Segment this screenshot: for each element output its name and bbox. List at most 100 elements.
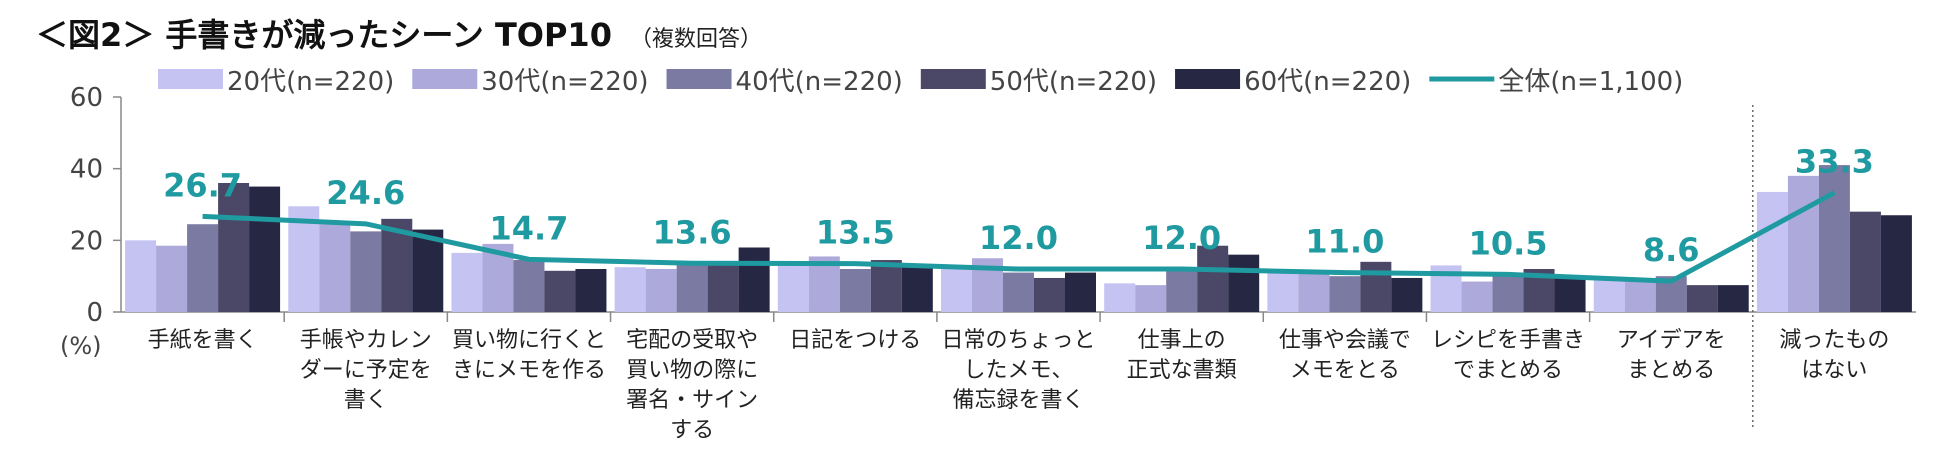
bar xyxy=(1034,277,1065,312)
bar xyxy=(319,224,351,312)
bar xyxy=(1787,175,1819,312)
bar xyxy=(1880,215,1912,312)
bar xyxy=(1197,245,1229,312)
category-label: する xyxy=(670,418,714,443)
bar xyxy=(1624,281,1656,312)
bar xyxy=(1104,283,1136,312)
bar xyxy=(614,267,646,312)
data-label: 8.6 xyxy=(1643,231,1700,269)
data-label: 12.0 xyxy=(979,219,1058,257)
category-label: 手帳やカレン xyxy=(300,328,432,353)
bar xyxy=(1166,270,1198,312)
y-tick-label: 0 xyxy=(86,298,103,328)
bar xyxy=(1360,261,1392,312)
legend-swatch xyxy=(158,69,223,89)
total-line xyxy=(202,190,1836,284)
legend-label: 40代(n=220) xyxy=(736,67,903,97)
bar xyxy=(1267,270,1299,312)
bar xyxy=(1298,272,1330,312)
unit-label: (%) xyxy=(60,332,102,360)
legend-label: 50代(n=220) xyxy=(990,67,1157,97)
data-label: 14.7 xyxy=(489,209,568,247)
category-label: 正式な書類 xyxy=(1127,358,1237,383)
bar xyxy=(575,269,607,312)
category-label: まとめる xyxy=(1627,358,1715,383)
category-label: 日記をつける xyxy=(789,328,921,353)
bar xyxy=(156,245,188,312)
category-label: はない xyxy=(1801,358,1867,383)
data-label: 13.5 xyxy=(816,214,895,252)
bar xyxy=(1391,277,1423,312)
y-tick-label: 40 xyxy=(70,155,103,185)
bar xyxy=(451,252,483,312)
bar xyxy=(1686,285,1718,312)
bar xyxy=(249,186,281,312)
bar xyxy=(1756,191,1788,312)
legend-swatch xyxy=(666,69,732,89)
category-label: 宅配の受取や xyxy=(626,328,758,353)
data-label: 24.6 xyxy=(326,174,405,212)
bar xyxy=(1065,272,1096,312)
category-label: きにメモを作る xyxy=(452,358,606,383)
data-label: 26.7 xyxy=(163,166,242,204)
data-label: 13.6 xyxy=(653,213,732,251)
legend-label-total: 全体(n=1,100) xyxy=(1498,67,1683,97)
bar xyxy=(707,261,739,312)
bar xyxy=(839,269,871,312)
bar xyxy=(901,265,933,312)
legend-label: 60代(n=220) xyxy=(1244,67,1411,97)
data-label: 33.3 xyxy=(1795,143,1874,181)
bar xyxy=(350,231,382,312)
bar xyxy=(218,183,250,312)
category-label: 減ったもの xyxy=(1779,328,1889,353)
bar xyxy=(1818,165,1850,312)
category-label: 買い物の際に xyxy=(626,358,758,383)
category-label: アイデアを xyxy=(1617,328,1726,353)
bar xyxy=(676,263,708,312)
category-label: 仕事上の xyxy=(1138,328,1226,353)
category-label: したメモ、 xyxy=(963,358,1073,383)
bar xyxy=(1492,274,1524,312)
category-label: レシピを手書き xyxy=(1431,328,1585,353)
bar xyxy=(1135,285,1167,312)
bar xyxy=(1329,276,1361,312)
legend-label: 30代(n=220) xyxy=(481,67,648,97)
bar xyxy=(1717,285,1749,312)
data-label: 10.5 xyxy=(1469,224,1548,262)
category-label: 仕事や会議で xyxy=(1279,328,1411,353)
chart-subtitle: （複数回答） xyxy=(630,27,762,52)
bar xyxy=(645,269,677,312)
chart-title: ＜図2＞ 手書きが減ったシーン TOP10 xyxy=(36,16,612,54)
data-label: 12.0 xyxy=(1142,219,1221,257)
category-label: メモをとる xyxy=(1290,358,1400,383)
legend-swatch xyxy=(1175,69,1241,89)
bar xyxy=(941,265,972,312)
bar xyxy=(187,224,219,312)
category-label: 買い物に行くと xyxy=(452,328,606,353)
legend-swatch xyxy=(920,69,986,89)
bar xyxy=(870,260,902,312)
category-label: 書く xyxy=(344,388,388,413)
category-label: 備忘録を書く xyxy=(952,388,1084,413)
category-label: 手紙を書く xyxy=(148,328,258,353)
category-label: 署名・サイン xyxy=(626,388,758,413)
y-tick-label: 60 xyxy=(70,83,103,113)
bar xyxy=(1554,276,1586,312)
category-label: 日常のちょっと xyxy=(941,328,1095,353)
bar xyxy=(1849,211,1881,312)
category-label: ダーに予定を xyxy=(300,358,432,383)
legend-label: 20代(n=220) xyxy=(227,67,394,97)
bar xyxy=(1593,279,1625,312)
y-tick-label: 20 xyxy=(70,226,103,256)
category-label: でまとめる xyxy=(1453,358,1563,383)
bar xyxy=(513,260,545,312)
bar xyxy=(777,261,809,312)
bar xyxy=(1228,254,1260,312)
bar xyxy=(125,240,157,312)
bar xyxy=(412,229,444,312)
bar xyxy=(1003,272,1034,312)
data-label: 11.0 xyxy=(1305,223,1384,261)
bar xyxy=(544,270,576,312)
bar xyxy=(1461,281,1493,312)
